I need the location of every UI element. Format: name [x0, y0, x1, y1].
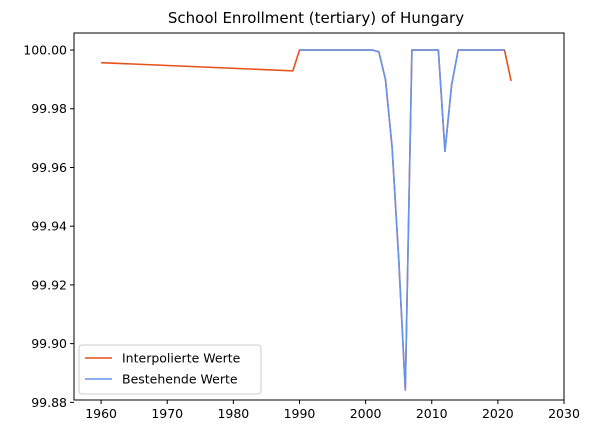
x-tick-label: 1990: [284, 406, 316, 421]
x-axis: 1960 1970 1980 1990 2000 2010 2020 2030: [85, 400, 580, 421]
x-tick-label: 1970: [151, 406, 183, 421]
legend-label: Bestehende Werte: [122, 372, 238, 387]
legend-box: [78, 344, 262, 395]
y-tick-label: 99.90: [31, 336, 67, 351]
x-tick-label: 1960: [85, 406, 117, 421]
x-tick-label: 2020: [482, 406, 514, 421]
x-tick-label: 2030: [548, 406, 580, 421]
y-axis: 99.88 99.90 99.92 99.94 99.96 99.98 100.00: [23, 43, 74, 410]
legend-label: Interpolierte Werte: [122, 351, 241, 366]
chart-title: School Enrollment (tertiary) of Hungary: [168, 9, 464, 27]
y-tick-label: 99.94: [31, 219, 67, 234]
y-tick-label: 99.96: [31, 160, 67, 175]
x-tick-label: 2000: [350, 406, 382, 421]
y-tick-label: 99.88: [31, 395, 67, 410]
series-line-2: [299, 49, 505, 391]
plot-frame: [73, 32, 565, 401]
y-tick-label: 99.98: [31, 101, 67, 116]
y-tick-label: 100.00: [23, 43, 67, 58]
x-tick-label: 1980: [217, 406, 249, 421]
x-tick-label: 2010: [416, 406, 448, 421]
legend: Interpolierte Werte Bestehende Werte: [78, 344, 262, 395]
series-layer: [101, 49, 512, 391]
y-tick-label: 99.92: [31, 277, 67, 292]
